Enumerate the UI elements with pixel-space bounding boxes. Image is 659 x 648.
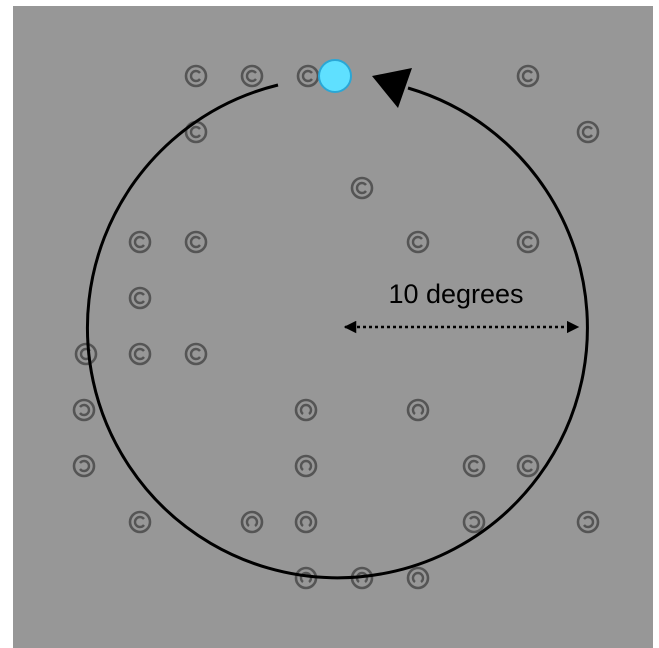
landolt-c-icon [516, 64, 540, 88]
landolt-c-icon [462, 510, 486, 534]
circular-trajectory [85, 83, 589, 580]
landolt-c-icon [294, 454, 318, 478]
landolt-c-icon [406, 398, 430, 422]
measure-label: 10 degrees [388, 279, 523, 309]
landolt-c-icon [516, 454, 540, 478]
landolt-c-icon [462, 454, 486, 478]
landolt-c-icon [350, 176, 374, 200]
landolt-c-icon [240, 64, 264, 88]
arrowhead-icon [372, 68, 412, 108]
landolt-c-icon [406, 230, 430, 254]
landolt-c-icon [128, 286, 152, 310]
landolt-c-icon [294, 510, 318, 534]
landolt-c-icon [72, 454, 96, 478]
target-dot-icon [318, 59, 352, 93]
landolt-c-icon [128, 510, 152, 534]
landolt-c-icon [128, 342, 152, 366]
landolt-c-icon [128, 230, 152, 254]
landolt-c-icon [576, 510, 600, 534]
landolt-c-icon [240, 510, 264, 534]
landolt-c-icon [184, 342, 208, 366]
landolt-c-icon [72, 398, 96, 422]
distractor-group [72, 64, 600, 590]
landolt-c-icon [184, 64, 208, 88]
landolt-c-icon [516, 230, 540, 254]
landolt-c-icon [184, 230, 208, 254]
landolt-c-icon [576, 120, 600, 144]
landolt-c-icon [406, 566, 430, 590]
landolt-c-icon [294, 398, 318, 422]
